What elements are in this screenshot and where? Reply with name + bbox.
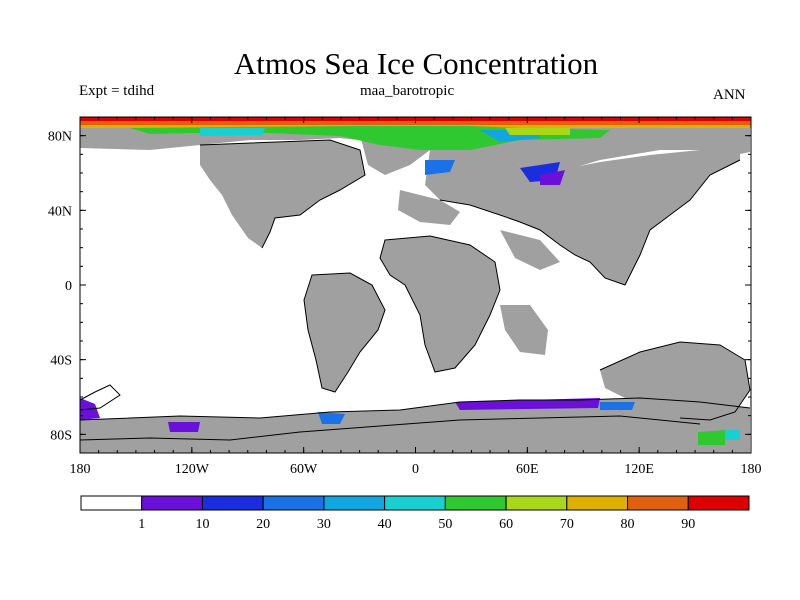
colorbar-swatch-4 (323, 495, 386, 511)
coast-antarctica-inner (80, 415, 701, 441)
colorbar-swatch-5 (384, 495, 446, 511)
colorbar-swatch-3 (262, 495, 325, 511)
colorbar: 1 10 20 30 40 50 60 70 80 90 (80, 495, 750, 532)
lon-tick-label-4: 60E (516, 462, 539, 477)
coastlines (80, 139, 751, 441)
lon-tick-label-0: 180 (70, 462, 91, 477)
coast-south-america (303, 272, 386, 393)
colorbar-label-2: 20 (256, 517, 270, 532)
colorbar-label-8: 80 (621, 517, 635, 532)
coast-africa (379, 235, 501, 373)
season-label: ANN (713, 87, 746, 103)
run-name-label: maa_barotropic (360, 83, 455, 99)
colorbar-swatch-7 (505, 495, 568, 511)
colorbar-swatch-0 (80, 495, 143, 511)
longitude-ticks: 180 120W 60W 0 60E 120E 180 (70, 117, 762, 477)
ice-arctic-yellow (505, 128, 570, 135)
coast-eurasia (439, 159, 741, 286)
lon-tick-label-6: 180 (741, 462, 762, 477)
experiment-label: Expt = tdihd (79, 83, 155, 99)
ice-antarctic-blue-east (600, 402, 635, 410)
colorbar-label-7: 70 (560, 517, 574, 532)
colorbar-label-6: 60 (499, 517, 513, 532)
colorbar-label-4: 40 (378, 517, 392, 532)
colorbar-label-5: 50 (438, 517, 452, 532)
colorbar-label-0: 1 (138, 517, 145, 532)
colorbar-label-3: 30 (317, 517, 331, 532)
land-north-america (200, 140, 365, 248)
ice-arctic-cyan (200, 128, 265, 136)
land-arabia (500, 230, 560, 270)
lon-tick-label-3: 0 (412, 462, 419, 477)
lat-tick-label-1: 40N (48, 204, 72, 219)
land-indian-fragment (500, 305, 548, 355)
coast-antarctica (80, 397, 751, 421)
coast-west-antarctic-peninsula (80, 384, 121, 411)
colorbar-swatch-10 (687, 495, 750, 511)
colorbar-label-9: 90 (681, 517, 695, 532)
coast-north-america (199, 139, 366, 249)
ice-siberia-purple (540, 170, 565, 185)
latitude-ticks: 80N 40N 0 40S 80S (48, 116, 751, 454)
lat-tick-label-4: 80S (50, 428, 72, 443)
land-antarctica (80, 398, 750, 453)
land-europe (398, 190, 460, 225)
lon-tick-label-2: 60W (290, 462, 318, 477)
colorbar-label-1: 10 (195, 517, 209, 532)
lat-tick-label-3: 40S (50, 354, 72, 369)
lat-tick-label-2: 0 (65, 279, 72, 294)
lon-tick-label-1: 120W (175, 462, 210, 477)
colorbar-swatch-1 (141, 495, 203, 511)
colorbar-swatch-9 (627, 495, 689, 511)
ice-antarctic-cyan-east (725, 430, 740, 440)
land-south-america (304, 273, 385, 392)
ice-antarctic-blue-mid (318, 412, 345, 424)
map-content (80, 117, 751, 453)
lon-tick-label-5: 120E (624, 462, 654, 477)
ice-antarctic-green-east (698, 430, 725, 445)
ice-baffin-blue (425, 160, 455, 175)
ice-antarctic-purple-mid (168, 422, 200, 432)
colorbar-swatch-6 (444, 495, 507, 511)
land-eurasia (425, 145, 740, 285)
land-africa (380, 236, 500, 372)
colorbar-swatch-8 (566, 495, 629, 511)
plot-title: Atmos Sea Ice Concentration (233, 46, 599, 81)
lat-tick-label-0: 80N (48, 130, 72, 145)
colorbar-swatch-2 (201, 495, 264, 511)
